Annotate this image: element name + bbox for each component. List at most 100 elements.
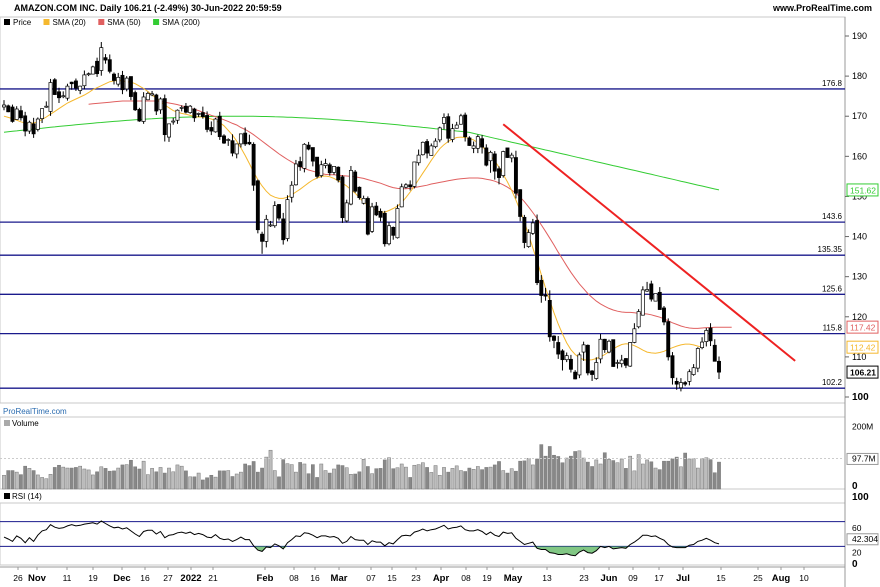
volume-bar bbox=[260, 467, 264, 490]
volume-label: Volume bbox=[12, 419, 39, 428]
candle-body bbox=[277, 204, 281, 219]
candle-body bbox=[568, 358, 573, 370]
candle-body bbox=[632, 328, 637, 343]
candle-body bbox=[513, 157, 518, 194]
volume-bar bbox=[679, 466, 683, 490]
candle-body bbox=[471, 145, 476, 149]
x-tick-label-4: Dec bbox=[113, 573, 130, 584]
volume-bar bbox=[264, 456, 269, 490]
sma20-line bbox=[3, 79, 703, 361]
legend-swatch bbox=[4, 19, 10, 25]
candle-body bbox=[52, 79, 57, 95]
volume-bar bbox=[2, 474, 6, 490]
volume-bar bbox=[61, 466, 66, 490]
volume-bar bbox=[442, 467, 446, 490]
candle-body bbox=[222, 135, 226, 144]
candle-body bbox=[581, 344, 586, 353]
candle-body bbox=[35, 118, 40, 130]
candle-body bbox=[518, 189, 523, 217]
volume-bar bbox=[285, 463, 290, 490]
x-tick-label-25: Jul bbox=[676, 573, 690, 584]
x-tick-label-10: 08 bbox=[289, 573, 299, 583]
level-label-2: 135.35 bbox=[818, 245, 843, 254]
trend-line bbox=[502, 123, 796, 362]
candle-body bbox=[167, 123, 171, 138]
candle-body bbox=[95, 60, 100, 75]
volume-bar bbox=[78, 465, 83, 490]
volume-bar bbox=[488, 466, 493, 490]
volume-bar bbox=[704, 457, 709, 490]
volume-bar bbox=[23, 465, 28, 490]
volume-bar bbox=[353, 473, 358, 490]
candle-body bbox=[425, 141, 430, 154]
volume-bar bbox=[543, 455, 548, 490]
candle-body bbox=[183, 105, 188, 113]
volume-bar bbox=[459, 470, 463, 490]
volume-bar bbox=[509, 468, 514, 490]
x-tick-label-20: 13 bbox=[542, 573, 552, 583]
rsi-label: RSI (14) bbox=[12, 492, 42, 501]
volume-tick-label-2: 0 bbox=[852, 481, 858, 492]
candle-body bbox=[704, 330, 709, 342]
x-tick-label-12: Mar bbox=[331, 573, 348, 584]
volume-bar bbox=[213, 476, 218, 490]
candle-body bbox=[196, 113, 201, 115]
legend-swatch bbox=[43, 19, 50, 25]
x-tick-label-8: 21 bbox=[208, 573, 218, 583]
rsi-line bbox=[3, 520, 720, 557]
site-label[interactable]: www.ProRealTime.com bbox=[772, 3, 872, 13]
candle-body bbox=[162, 98, 167, 136]
candle-body bbox=[247, 141, 252, 145]
candle-body bbox=[577, 354, 582, 376]
candle-body bbox=[141, 96, 146, 122]
volume-bar bbox=[145, 474, 150, 490]
candle-body bbox=[387, 225, 391, 245]
x-tick-label-29: 10 bbox=[799, 573, 809, 583]
volume-bar bbox=[175, 464, 180, 490]
candle-body bbox=[416, 154, 421, 164]
candle-body bbox=[340, 176, 345, 219]
volume-bar bbox=[255, 471, 260, 490]
x-tick-label-26: 15 bbox=[716, 573, 726, 583]
candle-body bbox=[547, 299, 552, 338]
x-tick-label-5: 16 bbox=[140, 573, 150, 583]
volume-bar bbox=[277, 476, 281, 490]
volume-bar bbox=[632, 470, 637, 490]
volume-bar bbox=[171, 471, 176, 490]
volume-tag-box bbox=[846, 452, 879, 465]
price-tag-1: 117.42 bbox=[850, 323, 876, 333]
volume-bar bbox=[425, 467, 429, 490]
volume-bar bbox=[344, 467, 349, 490]
candle-body bbox=[645, 289, 650, 292]
price-tick-label-5: 140 bbox=[852, 232, 867, 242]
candle-body bbox=[403, 184, 408, 188]
candle-body bbox=[475, 136, 480, 149]
candle-body bbox=[78, 85, 83, 91]
volume-bar bbox=[243, 463, 248, 490]
price-tick-label-9: 100 bbox=[852, 392, 869, 403]
volume-bar bbox=[522, 460, 527, 490]
candle-body bbox=[649, 283, 654, 300]
price-tag-box bbox=[846, 183, 879, 197]
volume-bar bbox=[564, 457, 569, 490]
volume-bar bbox=[666, 460, 671, 490]
candle-body bbox=[128, 76, 133, 97]
volume-bar bbox=[184, 470, 188, 490]
volume-bar bbox=[340, 465, 345, 490]
candle-body bbox=[332, 166, 336, 173]
candle-body bbox=[429, 145, 434, 156]
candle-body bbox=[285, 199, 290, 239]
candle-body bbox=[48, 82, 53, 112]
volume-bar bbox=[251, 461, 256, 490]
candle-body bbox=[99, 47, 104, 71]
volume-bar bbox=[44, 478, 49, 490]
watermark: ProRealTime.com bbox=[3, 407, 67, 416]
volume-bar bbox=[19, 474, 23, 490]
volume-bar bbox=[695, 467, 700, 490]
volume-bar bbox=[501, 470, 506, 490]
candle-body bbox=[18, 110, 23, 119]
volume-bar bbox=[594, 459, 599, 490]
volume-bar bbox=[365, 466, 370, 490]
candle-body bbox=[628, 342, 633, 367]
volume-bar bbox=[471, 469, 476, 490]
